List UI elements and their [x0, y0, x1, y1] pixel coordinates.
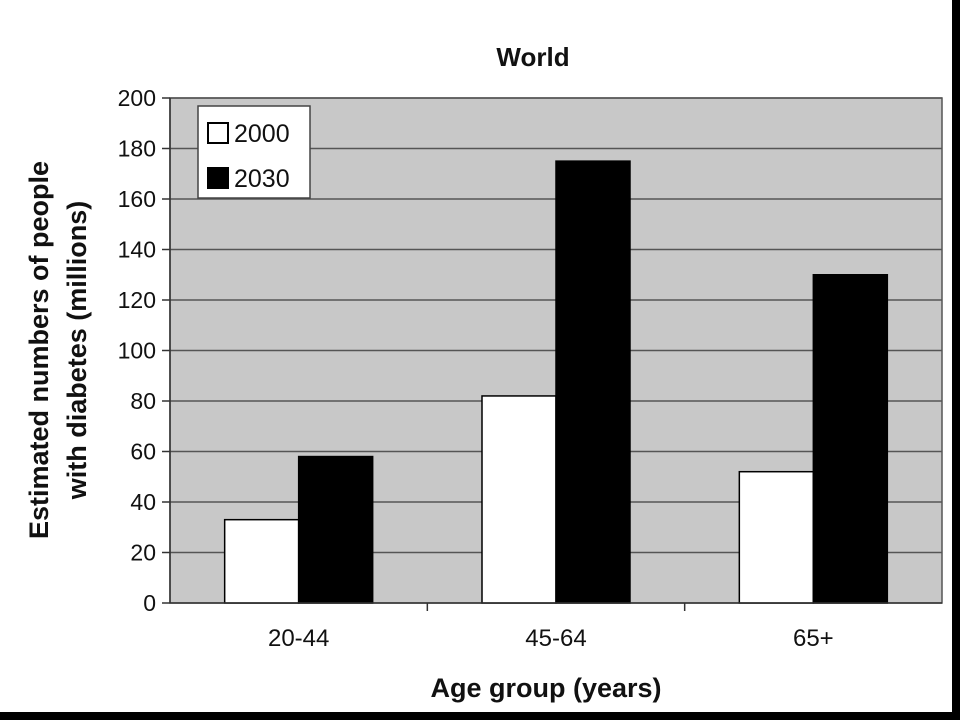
y-tick-label: 200	[118, 85, 156, 111]
bar-2030-20-44	[297, 455, 374, 604]
legend-label-2030: 2030	[234, 165, 290, 193]
legend: 2000 2030	[197, 105, 311, 199]
legend-swatch-2030	[207, 167, 229, 189]
chart-title: World	[496, 42, 569, 72]
right-border	[952, 0, 960, 720]
y-axis-ticks: 0 20 40 60 80 100 120 140 160 180 200	[118, 85, 170, 616]
x-axis-label: Age group (years)	[430, 673, 661, 703]
x-axis-ticks: 20-44 45-64 65+	[268, 603, 834, 652]
bar-2000-45-64	[481, 395, 557, 604]
legend-swatch-2000	[207, 122, 229, 144]
bars	[223, 160, 889, 604]
legend-box	[197, 105, 311, 199]
y-tick-label: 80	[130, 388, 156, 414]
bar-2030-45-64	[555, 160, 631, 604]
y-tick-label: 160	[118, 186, 156, 212]
bottom-border	[0, 712, 960, 720]
bar-2000-20-44	[223, 518, 300, 604]
x-tick-label: 45-64	[525, 625, 586, 652]
bar-2000-65+	[738, 470, 815, 604]
y-axis-label-line-2: with diabetes (millions)	[62, 201, 92, 501]
y-axis-label-line-1: Estimated numbers of people	[24, 161, 54, 539]
y-tick-label: 120	[118, 287, 156, 313]
x-tick-label: 20-44	[268, 625, 329, 652]
y-tick-label: 20	[130, 540, 156, 566]
y-tick-label: 60	[130, 439, 156, 465]
y-tick-label: 180	[118, 136, 156, 162]
y-tick-label: 0	[143, 590, 156, 616]
y-tick-label: 140	[118, 237, 156, 263]
x-tick-label: 65+	[793, 625, 834, 652]
legend-label-2000: 2000	[234, 120, 290, 148]
y-tick-label: 40	[130, 489, 156, 515]
bar-2030-65+	[812, 274, 889, 604]
y-tick-label: 100	[118, 338, 156, 364]
